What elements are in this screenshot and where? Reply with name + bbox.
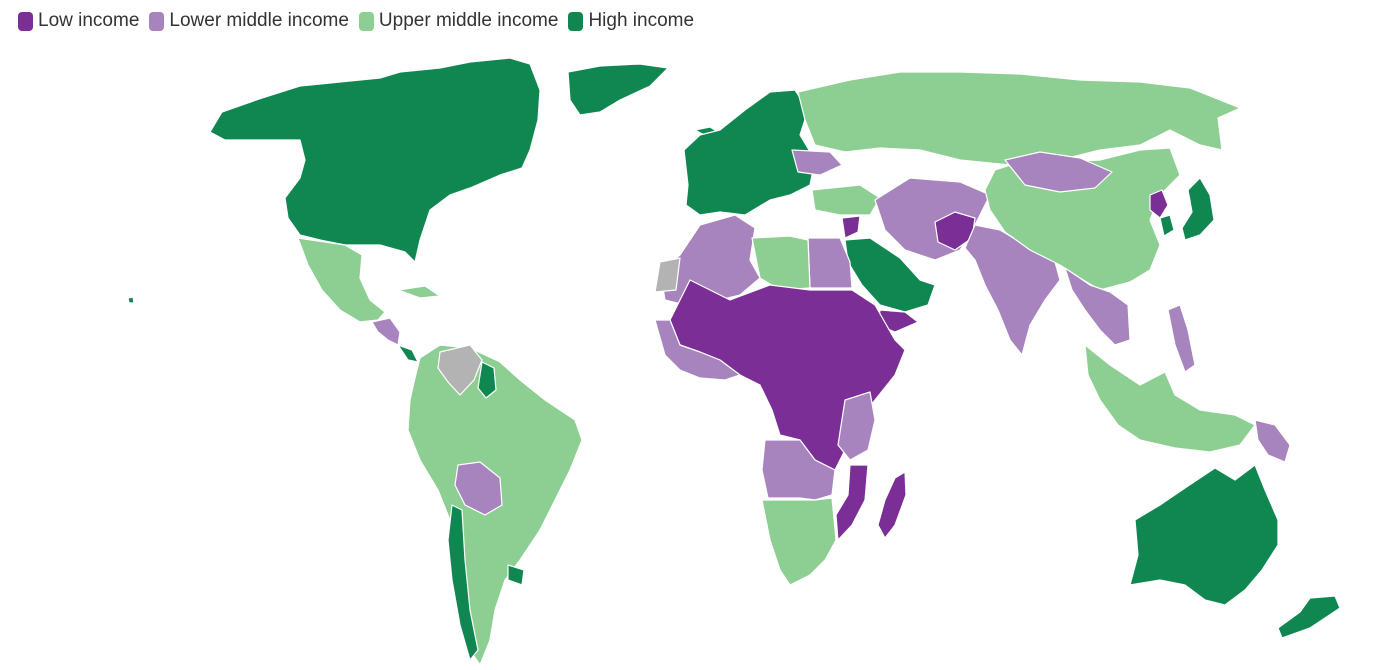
region-indonesia-malaysia[interactable] (1084, 344, 1256, 453)
region-southeast-asia[interactable] (1064, 267, 1131, 346)
region-new-zealand[interactable] (1277, 595, 1341, 639)
region-ukraine[interactable] (791, 149, 843, 176)
region-south-korea[interactable] (1159, 214, 1175, 237)
region-turkey-middle-east[interactable] (811, 184, 881, 216)
legend-item-high-income[interactable]: High income (568, 10, 694, 32)
legend-item-low-income[interactable]: Low income (18, 10, 139, 32)
region-australia[interactable] (1129, 464, 1279, 606)
region-east-africa[interactable] (837, 391, 876, 461)
region-libya[interactable] (751, 235, 811, 291)
region-panama[interactable] (397, 344, 419, 363)
region-angola-zambia[interactable] (761, 439, 836, 501)
region-west-africa-coast[interactable] (654, 319, 741, 381)
region-cuba[interactable] (397, 285, 441, 299)
region-hawaii[interactable] (127, 296, 135, 304)
region-mongolia[interactable] (1004, 151, 1113, 193)
region-papua-new-guinea[interactable] (1254, 419, 1291, 463)
legend-swatch-low-income (18, 11, 33, 31)
legend-label-high-income: High income (588, 10, 695, 31)
legend-label-lower-middle-income: Lower middle income (169, 10, 349, 31)
legend-swatch-upper-middle-income (358, 11, 374, 31)
region-mozambique[interactable] (835, 464, 869, 541)
region-mexico[interactable] (297, 237, 386, 323)
region-southern-africa[interactable] (761, 497, 837, 586)
region-guyana[interactable] (477, 361, 497, 399)
region-bolivia[interactable] (454, 461, 503, 516)
region-saudi-arabia[interactable] (844, 237, 936, 313)
region-russia[interactable] (797, 71, 1241, 166)
region-philippines[interactable] (1167, 304, 1196, 373)
legend-swatch-high-income (568, 11, 584, 31)
legend: Low income Lower middle income Upper mid… (18, 9, 694, 33)
region-western-sahara[interactable] (654, 257, 681, 293)
region-japan[interactable] (1181, 177, 1215, 241)
region-chile[interactable] (447, 504, 479, 661)
region-syria[interactable] (841, 215, 861, 239)
legend-item-upper-middle-income[interactable]: Upper middle income (358, 10, 559, 32)
region-madagascar[interactable] (877, 471, 907, 539)
region-north-america[interactable] (209, 57, 541, 263)
region-venezuela[interactable] (437, 344, 483, 396)
region-uruguay[interactable] (507, 564, 525, 586)
legend-label-low-income: Low income (38, 10, 140, 31)
legend-label-upper-middle-income: Upper middle income (378, 10, 559, 31)
region-north-korea[interactable] (1149, 189, 1169, 219)
region-greenland[interactable] (567, 63, 669, 116)
region-central-america[interactable] (371, 317, 401, 346)
legend-swatch-lower-middle-income (149, 11, 165, 31)
legend-item-lower-middle-income[interactable]: Lower middle income (149, 10, 349, 32)
